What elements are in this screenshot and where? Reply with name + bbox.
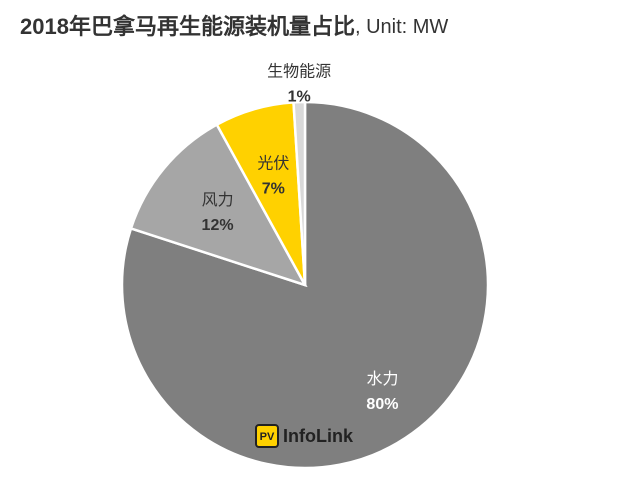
category-label: 生物能源 [267, 62, 331, 80]
value-label: 7% [262, 180, 285, 197]
value-label: 80% [366, 396, 398, 413]
slice [120, 100, 490, 470]
logo: PV InfoLink [255, 424, 354, 448]
subtitle: , Unit: MW [355, 16, 448, 38]
value-label: 12% [202, 217, 234, 234]
slice [292, 100, 307, 286]
labels: 水力 80% 风力 12% 光伏 7% 生物能源 1% [202, 62, 399, 413]
logo-text: InfoLink [283, 426, 354, 446]
category-label: 水力 [366, 370, 398, 388]
pie [120, 100, 490, 470]
logo-badge: PV [260, 431, 275, 443]
slice [129, 122, 308, 288]
title: 2018年巴拿马再生能源装机量占比 [20, 14, 355, 39]
chart-title: 2018年巴拿马再生能源装机量占比, Unit: MW [20, 14, 448, 39]
category-label: 光伏 [257, 154, 289, 172]
logo-badge-box [255, 424, 279, 448]
category-label: 风力 [202, 191, 234, 209]
value-label: 1% [288, 88, 311, 105]
